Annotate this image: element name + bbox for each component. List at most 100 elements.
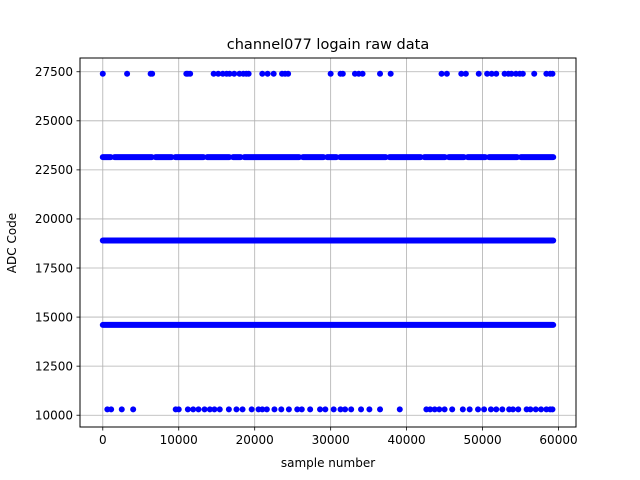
data-point: [226, 70, 233, 77]
data-point: [549, 70, 556, 77]
data-point: [264, 70, 271, 77]
data-point: [210, 70, 217, 77]
data-point: [377, 70, 384, 77]
y-tick-label: 12500: [35, 359, 73, 373]
data-point: [443, 70, 450, 77]
y-tick-label: 17500: [35, 261, 73, 275]
data-point: [509, 406, 516, 413]
plot-frame: [79, 57, 577, 428]
data-point: [298, 406, 305, 413]
data-point: [307, 406, 314, 413]
data-points: [99, 70, 557, 413]
x-tick-label: 40000: [388, 433, 426, 447]
data-point: [493, 406, 500, 413]
chart-title: channel077 logain raw data: [227, 37, 429, 53]
data-point: [216, 406, 223, 413]
data-point: [130, 406, 137, 413]
data-point: [118, 406, 125, 413]
y-tick-label: 22500: [35, 163, 73, 177]
data-point: [436, 406, 443, 413]
data-point: [233, 406, 240, 413]
data-point: [175, 406, 182, 413]
data-point: [231, 70, 238, 77]
axis-ticks: 0 10000 20000 30000 40000 50000 60000 10000 1250…: [35, 65, 578, 447]
data-point: [239, 406, 246, 413]
data-point: [515, 406, 522, 413]
x-tick-label: 20000: [236, 433, 274, 447]
x-axis-label: sample number: [281, 456, 375, 470]
y-tick-label: 20000: [35, 212, 73, 226]
data-point: [271, 406, 278, 413]
x-tick-label: 10000: [160, 433, 198, 447]
data-point: [475, 406, 482, 413]
data-point: [195, 406, 202, 413]
data-point: [484, 70, 491, 77]
data-point: [342, 406, 349, 413]
data-point: [527, 406, 534, 413]
data-point: [359, 70, 366, 77]
data-point: [259, 70, 266, 77]
data-point: [531, 70, 538, 77]
data-point: [538, 406, 545, 413]
data-point: [317, 406, 324, 413]
data-point: [108, 406, 115, 413]
data-point: [348, 406, 355, 413]
x-tick-label: 0: [99, 433, 107, 447]
data-point: [206, 406, 213, 413]
data-point: [549, 406, 556, 413]
data-point: [149, 70, 156, 77]
data-point: [508, 70, 515, 77]
data-point: [215, 70, 222, 77]
data-point: [366, 406, 373, 413]
data-point: [431, 406, 438, 413]
grid-lines: [80, 58, 576, 427]
data-point: [294, 406, 301, 413]
data-point: [278, 406, 285, 413]
data-point: [248, 406, 255, 413]
data-point: [377, 406, 384, 413]
x-tick-label: 30000: [312, 433, 350, 447]
y-tick-label: 25000: [35, 114, 73, 128]
data-point: [285, 70, 292, 77]
x-tick-label: 60000: [539, 433, 577, 447]
data-point: [396, 406, 403, 413]
data-point: [519, 70, 526, 77]
data-point: [225, 406, 232, 413]
data-point: [263, 406, 270, 413]
data-point: [337, 406, 344, 413]
data-point: [387, 70, 394, 77]
data-point: [358, 406, 365, 413]
data-point: [124, 70, 131, 77]
data-point: [532, 406, 539, 413]
data-point: [499, 406, 506, 413]
data-point: [487, 406, 494, 413]
data-point: [270, 70, 277, 77]
data-point: [245, 70, 252, 77]
y-tick-label: 27500: [35, 65, 73, 79]
y-tick-label: 10000: [35, 409, 73, 423]
data-point: [285, 406, 292, 413]
data-point: [475, 70, 482, 77]
y-axis-label: ADC Code: [5, 213, 19, 273]
data-point: [184, 406, 191, 413]
y-tick-label: 15000: [35, 310, 73, 324]
data-point: [327, 70, 334, 77]
data-point: [187, 70, 194, 77]
x-tick-label: 50000: [463, 433, 501, 447]
data-point: [488, 70, 495, 77]
data-point: [459, 406, 466, 413]
data-point: [330, 406, 337, 413]
data-point: [322, 406, 329, 413]
data-point: [481, 406, 488, 413]
data-point: [259, 406, 266, 413]
data-point: [99, 70, 106, 77]
data-point: [201, 406, 208, 413]
data-point: [427, 406, 434, 413]
data-point: [438, 70, 445, 77]
data-point: [339, 70, 346, 77]
data-point: [458, 70, 465, 77]
data-point: [449, 406, 456, 413]
data-point: [190, 406, 197, 413]
data-point: [493, 70, 500, 77]
